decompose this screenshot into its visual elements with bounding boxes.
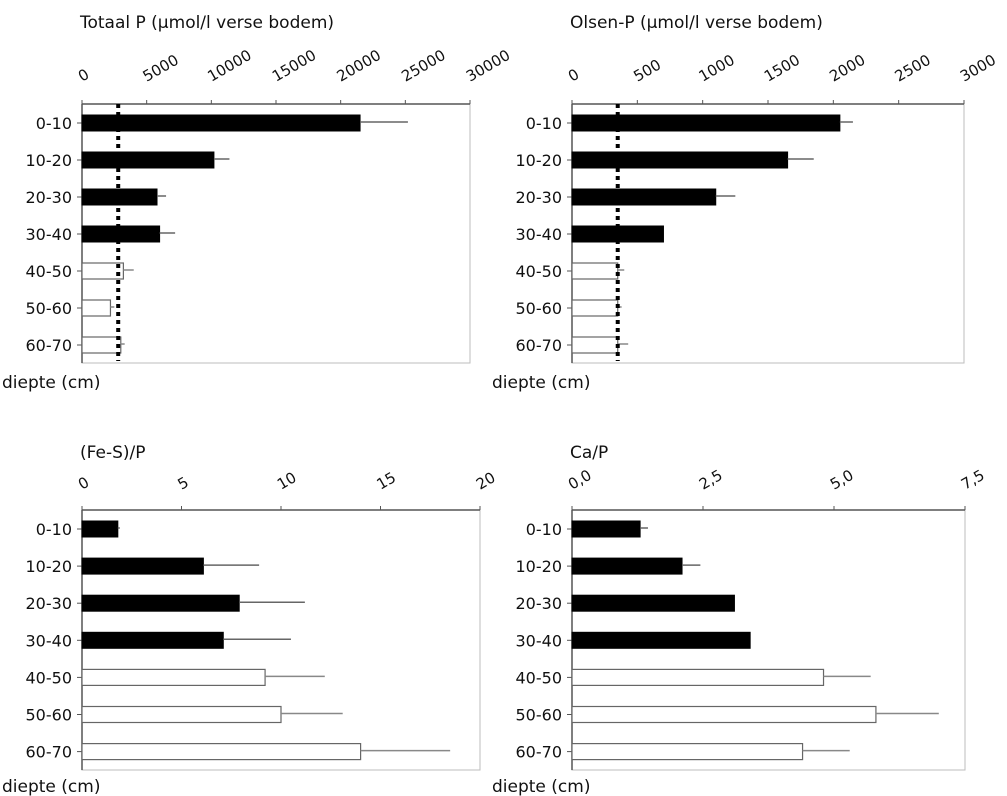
bar-60-70 [81, 742, 362, 761]
bar-40-50 [81, 668, 266, 687]
bar-10-20 [571, 557, 683, 575]
category-label: 10-20 [26, 557, 73, 576]
category-label: 60-70 [516, 743, 563, 762]
bar-20-30 [571, 188, 717, 206]
bar-60-70 [571, 742, 804, 761]
category-label: 50-60 [26, 706, 73, 725]
bar-50-60 [571, 299, 619, 317]
bar-60-70 [81, 336, 122, 354]
bar-20-30 [81, 188, 158, 206]
category-label: 10-20 [516, 151, 563, 170]
x-tick-label: 500 [630, 56, 664, 86]
x-tick-label: 5 [175, 473, 192, 493]
category-label: 10-20 [26, 151, 73, 170]
x-tick-label: 0 [75, 473, 92, 493]
chart-title: Ca/P [570, 443, 608, 463]
bar-40-50 [81, 262, 124, 280]
x-tick-label: 2500 [892, 51, 934, 86]
category-label: 30-40 [26, 631, 73, 650]
category-label: 0-10 [36, 520, 72, 539]
chart-panel-2: Olsen-P (µmol/l verse bodem) 0 500 1000 1500… [492, 13, 999, 393]
category-label: 50-60 [26, 299, 73, 318]
x-tick-label: 15000 [269, 46, 319, 85]
x-tick-label: 5,0 [827, 466, 857, 494]
category-label: 60-70 [26, 743, 73, 762]
x-tick-label: 25000 [398, 46, 448, 85]
bar-40-50 [571, 262, 619, 280]
x-tick-label: 1000 [696, 51, 738, 86]
category-label: 30-40 [516, 225, 563, 244]
y-axis-label: diepte (cm) [492, 373, 590, 393]
category-label: 30-40 [26, 225, 73, 244]
chart-panel-3: (Fe-S)/P 0 5 10 15 20 0-10 10-20 20-30 30-40 40-50… [2, 443, 499, 796]
y-axis-label: diepte (cm) [2, 777, 100, 796]
y-axis-label: diepte (cm) [2, 373, 100, 393]
chart-panel-4: Ca/P 0,0 2,5 5,0 7,5 0-10 10-20 20-30 30-40 40-50… [492, 443, 988, 796]
category-label: 40-50 [516, 262, 563, 281]
x-tick-label: 0,0 [565, 466, 595, 494]
bar-10-20 [81, 151, 215, 169]
x-tick-label: 5000 [140, 51, 182, 86]
chart-panel-1: Totaal P (µmol/l verse bodem) 0 5000 10000 1… [2, 13, 513, 393]
x-tick-label: 30000 [463, 46, 513, 85]
x-tick-label: 20000 [334, 46, 384, 85]
x-tick-label: 1500 [761, 51, 803, 86]
bar-20-30 [571, 594, 735, 612]
bar-30-40 [81, 631, 224, 649]
category-label: 20-30 [26, 594, 73, 613]
x-tick-label: 2,5 [696, 466, 726, 494]
x-tick-label: 7,5 [958, 466, 988, 494]
bar-0-10 [81, 114, 361, 132]
chart-title: (Fe-S)/P [80, 443, 145, 463]
category-label: 40-50 [26, 262, 73, 281]
bar-40-50 [571, 668, 825, 687]
category-label: 50-60 [516, 299, 563, 318]
category-label: 40-50 [26, 668, 73, 687]
x-tick-label: 15 [374, 468, 400, 493]
y-axis-label: diepte (cm) [492, 777, 590, 796]
x-tick-label: 20 [473, 468, 499, 493]
bar-50-60 [81, 299, 112, 317]
category-label: 20-30 [516, 594, 563, 613]
bar-50-60 [571, 705, 877, 724]
bar-10-20 [571, 151, 789, 169]
category-label: 40-50 [516, 668, 563, 687]
x-tick-label: 10000 [204, 46, 254, 85]
category-label: 50-60 [516, 706, 563, 725]
bar-0-10 [571, 520, 641, 538]
category-label: 20-30 [26, 188, 73, 207]
category-label: 10-20 [516, 557, 563, 576]
category-label: 60-70 [26, 336, 73, 355]
chart-title: Totaal P (µmol/l verse bodem) [79, 13, 334, 33]
x-tick-label: 2000 [826, 51, 868, 86]
category-label: 60-70 [516, 336, 563, 355]
bar-50-60 [81, 705, 282, 724]
x-tick-label: 0 [75, 65, 92, 85]
chart-title: Olsen-P (µmol/l verse bodem) [570, 13, 823, 33]
x-tick-label: 3000 [957, 51, 999, 86]
category-label: 0-10 [526, 520, 562, 539]
category-label: 30-40 [516, 631, 563, 650]
category-label: 0-10 [36, 114, 72, 133]
category-label: 20-30 [516, 188, 563, 207]
bar-30-40 [571, 631, 751, 649]
bar-10-20 [81, 557, 204, 575]
bar-60-70 [571, 336, 619, 354]
bar-20-30 [81, 594, 240, 612]
bar-30-40 [81, 225, 161, 243]
category-label: 0-10 [526, 114, 562, 133]
bar-0-10 [81, 520, 119, 538]
bar-0-10 [571, 114, 841, 132]
x-tick-label: 0 [565, 65, 582, 85]
x-tick-label: 10 [274, 468, 300, 493]
